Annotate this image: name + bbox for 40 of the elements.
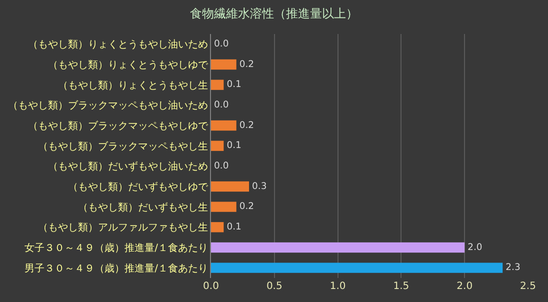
bar [211, 140, 224, 151]
y-tick-label: （もやし類）だいずもやしゆで [68, 181, 209, 193]
x-tick-label: 2.5 [520, 281, 536, 292]
data-label: 0.1 [226, 140, 242, 152]
chart-title: 食物繊維水溶性（推進量以上） [190, 6, 358, 20]
data-label: 0.0 [214, 160, 229, 172]
bar [211, 181, 250, 192]
y-tick-label: （もやし類）りょくとうもやし生 [58, 79, 208, 92]
data-label: 0.1 [226, 221, 242, 232]
x-tick-label: 1.5 [393, 281, 410, 292]
bar [211, 242, 465, 253]
bar [211, 262, 503, 273]
x-tick-label: 0.0 [203, 281, 219, 292]
data-label: 2.3 [506, 262, 520, 274]
data-label: 0.2 [239, 120, 254, 131]
bar [211, 80, 224, 90]
y-tick-label: （もやし類）ブラックマッペもやし生 [38, 140, 208, 152]
y-tick-label: （もやし類）りょくとうもやし油いため [28, 38, 208, 51]
y-tick-label: （もやし類）だいずもやし生 [78, 201, 208, 214]
data-label: 0.3 [252, 180, 267, 192]
y-tick-label: （もやし類）アルファルファもやし生 [38, 222, 208, 234]
y-tick-label: 女子３０～４９（歳）推進量/１食あたり [24, 242, 208, 254]
y-tick-label: （もやし類）ブラックマッペもやしゆで [28, 120, 209, 132]
y-tick-label: 男子３０～４９（歳）推進量/１食あたり [24, 262, 208, 274]
x-tick-label: 2.0 [456, 281, 473, 292]
x-tick-label: 1.0 [330, 281, 346, 292]
y-tick-label: （もやし類）ブラックマッペもやし油いため [8, 100, 208, 112]
data-label: 0.0 [214, 99, 229, 110]
y-tick-label: （もやし類）だいずもやし油いため [48, 160, 208, 173]
bar [211, 222, 224, 232]
x-tick-label: 0.5 [266, 281, 282, 292]
data-label: 0.2 [239, 58, 254, 70]
data-label: 2.0 [468, 242, 482, 253]
bar [211, 202, 236, 212]
bar [211, 120, 236, 131]
y-tick-label: （もやし類）りょくとうもやしゆで [48, 59, 209, 71]
data-label: 0.0 [214, 38, 229, 50]
data-label: 0.2 [239, 201, 254, 212]
data-label: 0.1 [226, 79, 242, 90]
bar [211, 59, 236, 70]
